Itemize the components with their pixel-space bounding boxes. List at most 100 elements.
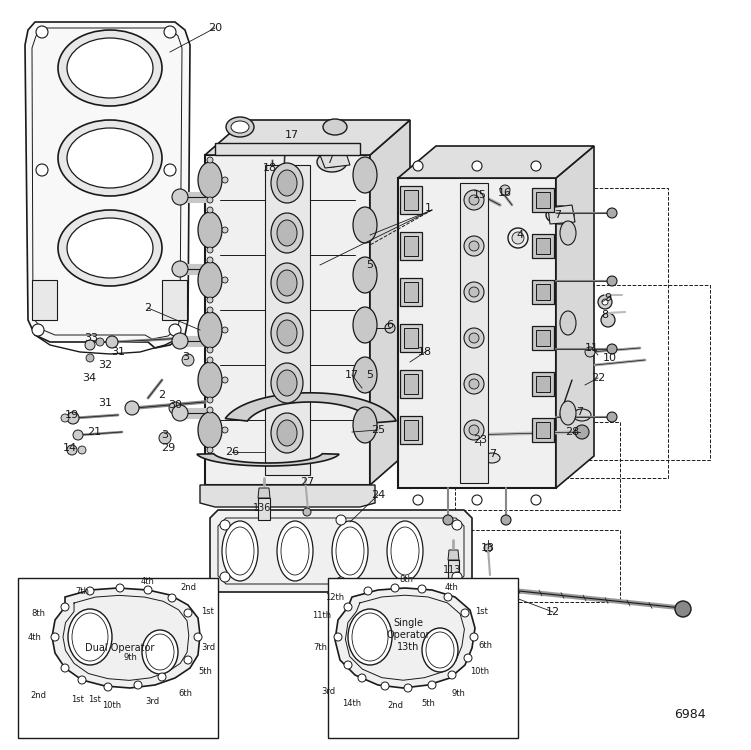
Ellipse shape xyxy=(67,412,79,424)
Ellipse shape xyxy=(222,327,228,333)
Text: 8: 8 xyxy=(602,310,608,320)
Text: Single
Operator
13th: Single Operator 13th xyxy=(386,619,430,652)
Ellipse shape xyxy=(413,495,423,505)
Ellipse shape xyxy=(277,420,297,446)
Bar xyxy=(460,183,488,483)
Ellipse shape xyxy=(512,232,524,244)
Ellipse shape xyxy=(86,587,94,595)
Ellipse shape xyxy=(168,594,176,602)
Text: 1: 1 xyxy=(424,203,432,213)
Ellipse shape xyxy=(607,412,617,422)
Text: 2nd: 2nd xyxy=(180,584,196,592)
Ellipse shape xyxy=(73,430,83,440)
Bar xyxy=(205,375,270,475)
Ellipse shape xyxy=(207,207,213,213)
Bar xyxy=(404,282,418,302)
Ellipse shape xyxy=(116,584,124,592)
Text: 31: 31 xyxy=(98,398,112,408)
Bar xyxy=(404,420,418,440)
Bar xyxy=(558,188,668,478)
Ellipse shape xyxy=(353,357,377,393)
Bar xyxy=(400,232,422,260)
Ellipse shape xyxy=(476,441,484,449)
Polygon shape xyxy=(258,488,270,498)
Text: 5: 5 xyxy=(366,260,373,270)
Ellipse shape xyxy=(277,320,297,346)
Ellipse shape xyxy=(607,344,617,354)
Text: 11: 11 xyxy=(585,343,599,353)
Ellipse shape xyxy=(198,362,222,398)
Text: 8th: 8th xyxy=(31,610,45,619)
Ellipse shape xyxy=(469,187,479,197)
Ellipse shape xyxy=(381,682,389,690)
Ellipse shape xyxy=(353,207,377,243)
Ellipse shape xyxy=(531,495,541,505)
Text: 27: 27 xyxy=(300,477,314,487)
Bar xyxy=(328,578,518,738)
Text: 29: 29 xyxy=(161,443,175,453)
Ellipse shape xyxy=(352,613,388,661)
Polygon shape xyxy=(398,146,594,178)
Text: 1st: 1st xyxy=(475,608,488,616)
Ellipse shape xyxy=(67,128,153,188)
Ellipse shape xyxy=(198,162,222,198)
Ellipse shape xyxy=(560,311,576,335)
Bar xyxy=(404,328,418,348)
Text: 15: 15 xyxy=(473,190,487,200)
Bar xyxy=(560,285,710,460)
Ellipse shape xyxy=(573,409,591,421)
Ellipse shape xyxy=(353,307,377,343)
Ellipse shape xyxy=(391,527,419,575)
Bar xyxy=(400,186,422,214)
Ellipse shape xyxy=(222,227,228,233)
Bar xyxy=(536,376,550,392)
Bar xyxy=(404,374,418,394)
Ellipse shape xyxy=(222,427,228,433)
Ellipse shape xyxy=(96,338,104,346)
Bar xyxy=(448,560,459,580)
Polygon shape xyxy=(320,150,350,168)
Ellipse shape xyxy=(72,613,108,661)
Text: 8th: 8th xyxy=(399,575,413,584)
Ellipse shape xyxy=(277,270,297,296)
Ellipse shape xyxy=(226,527,254,575)
Bar xyxy=(398,178,556,488)
Text: 7: 7 xyxy=(577,407,584,417)
Ellipse shape xyxy=(271,263,303,303)
Text: 1st: 1st xyxy=(71,695,84,704)
Ellipse shape xyxy=(484,544,492,552)
Text: 136: 136 xyxy=(253,503,271,513)
Ellipse shape xyxy=(164,164,176,176)
Bar xyxy=(536,422,550,438)
Text: 1st: 1st xyxy=(201,608,215,616)
Ellipse shape xyxy=(332,521,368,581)
Ellipse shape xyxy=(271,363,303,403)
Ellipse shape xyxy=(469,379,479,389)
Ellipse shape xyxy=(391,584,399,592)
Polygon shape xyxy=(225,393,397,423)
Ellipse shape xyxy=(469,333,479,343)
Ellipse shape xyxy=(198,312,222,348)
Ellipse shape xyxy=(470,633,478,641)
Ellipse shape xyxy=(464,420,484,440)
Ellipse shape xyxy=(353,407,377,443)
Ellipse shape xyxy=(78,676,86,684)
Ellipse shape xyxy=(469,425,479,435)
Bar xyxy=(404,190,418,210)
Bar xyxy=(532,372,554,396)
Text: 2: 2 xyxy=(144,303,152,313)
Text: 18: 18 xyxy=(263,163,277,173)
Text: 7: 7 xyxy=(327,155,333,165)
Polygon shape xyxy=(210,510,472,592)
Ellipse shape xyxy=(144,586,152,594)
Ellipse shape xyxy=(575,425,589,439)
Text: 6th: 6th xyxy=(478,640,492,650)
Ellipse shape xyxy=(61,414,69,422)
Ellipse shape xyxy=(426,632,454,668)
Polygon shape xyxy=(215,143,360,155)
Text: 11th: 11th xyxy=(312,610,331,620)
Ellipse shape xyxy=(78,446,86,454)
Ellipse shape xyxy=(104,683,112,691)
Polygon shape xyxy=(200,485,375,507)
Bar xyxy=(205,380,265,470)
